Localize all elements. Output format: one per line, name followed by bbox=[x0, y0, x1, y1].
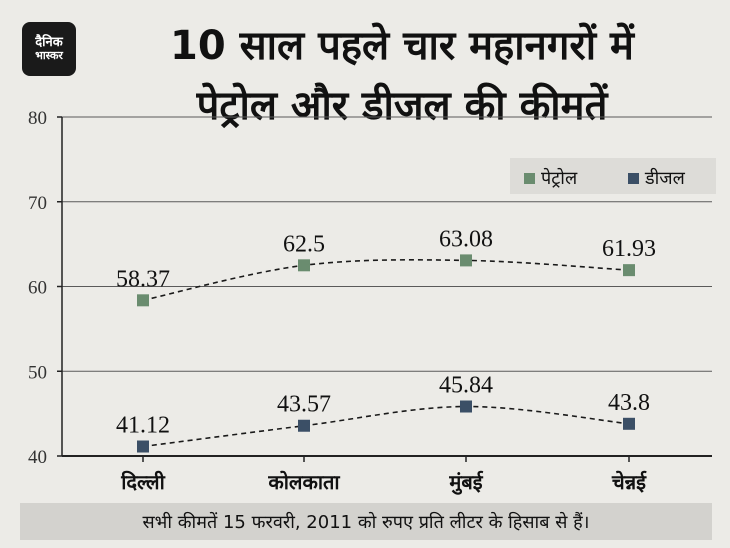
x-tick-label-1: कोलकाता bbox=[267, 470, 340, 494]
title-line2: पेट्रोल और डीजल की कीमतें bbox=[196, 83, 608, 129]
y-tick-label-80: 80 bbox=[28, 108, 47, 129]
y-tick-label-40: 40 bbox=[28, 447, 47, 468]
legend-label-diesel: डीजल bbox=[645, 168, 685, 189]
legend-item-diesel: डीजल bbox=[628, 166, 685, 190]
data-label-s0-1: 62.5 bbox=[283, 231, 325, 257]
data-point-s0-1 bbox=[298, 259, 310, 272]
series-line-0 bbox=[142, 259, 630, 302]
data-label-s1-0: 41.12 bbox=[116, 413, 170, 439]
data-label-s1-1: 43.57 bbox=[277, 392, 331, 418]
logo-line1: दैनिक bbox=[35, 35, 63, 51]
legend-swatch-petrol bbox=[524, 172, 535, 184]
logo-line2: भास्कर bbox=[35, 49, 63, 63]
data-label-s1-2: 45.84 bbox=[439, 373, 493, 399]
data-point-s0-0 bbox=[137, 294, 149, 307]
data-point-s0-3 bbox=[623, 264, 635, 277]
y-tick-label-70: 70 bbox=[28, 193, 47, 214]
x-tick-label-2: मुंबई bbox=[448, 470, 483, 495]
data-point-s1-2 bbox=[460, 400, 472, 413]
data-point-s0-2 bbox=[460, 254, 472, 267]
data-point-s1-0 bbox=[137, 440, 149, 453]
chart-title: 10 साल पहले चार महानगरों में पेट्रोल और … bbox=[92, 16, 712, 136]
footnote-text: सभी कीमतें 15 फरवरी, 2011 को रुपए प्रति … bbox=[142, 511, 590, 533]
title-line1: 10 साल पहले चार महानगरों में bbox=[170, 23, 634, 69]
data-point-s1-3 bbox=[623, 417, 635, 430]
dainik-bhaskar-logo: दैनिक भास्कर bbox=[22, 22, 76, 76]
data-label-s0-3: 61.93 bbox=[602, 236, 656, 262]
data-label-s0-0: 58.37 bbox=[116, 266, 170, 292]
footnote-bar: सभी कीमतें 15 फरवरी, 2011 को रुपए प्रति … bbox=[20, 503, 712, 540]
series-line-1 bbox=[142, 405, 630, 448]
x-tick-label-3: चेन्नई bbox=[611, 470, 647, 494]
legend: पेट्रोल डीजल bbox=[510, 158, 716, 194]
data-point-s1-1 bbox=[298, 419, 310, 432]
data-label-s1-3: 43.8 bbox=[608, 390, 650, 416]
data-label-s0-2: 63.08 bbox=[439, 226, 493, 252]
legend-label-petrol: पेट्रोल bbox=[541, 168, 578, 189]
legend-swatch-diesel bbox=[628, 172, 639, 184]
x-tick-label-0: दिल्ली bbox=[120, 470, 165, 494]
legend-item-petrol: पेट्रोल bbox=[524, 166, 577, 190]
y-tick-label-60: 60 bbox=[28, 278, 47, 299]
y-tick-label-50: 50 bbox=[28, 362, 47, 383]
